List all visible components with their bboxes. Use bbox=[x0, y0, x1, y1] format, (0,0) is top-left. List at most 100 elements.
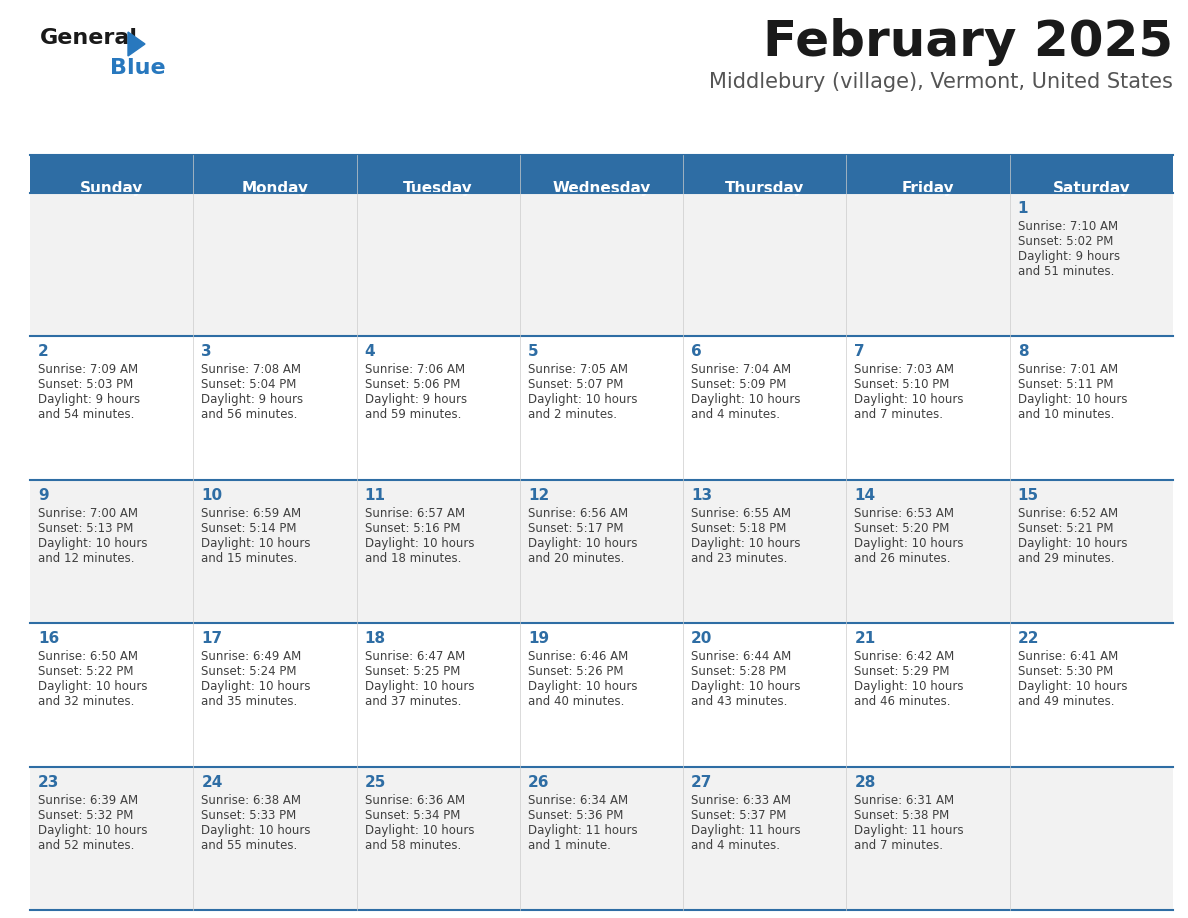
Text: Sunset: 5:33 PM: Sunset: 5:33 PM bbox=[201, 809, 297, 822]
Text: and 52 minutes.: and 52 minutes. bbox=[38, 839, 134, 852]
Bar bbox=[30, 336, 1173, 480]
Text: Daylight: 10 hours: Daylight: 10 hours bbox=[527, 394, 637, 407]
Text: Sunset: 5:28 PM: Sunset: 5:28 PM bbox=[691, 666, 786, 678]
Text: and 1 minute.: and 1 minute. bbox=[527, 839, 611, 852]
Text: February 2025: February 2025 bbox=[763, 18, 1173, 66]
Text: Daylight: 11 hours: Daylight: 11 hours bbox=[854, 823, 963, 836]
Text: Sunset: 5:21 PM: Sunset: 5:21 PM bbox=[1018, 521, 1113, 535]
Text: Sunset: 5:17 PM: Sunset: 5:17 PM bbox=[527, 521, 624, 535]
Text: Sunrise: 6:49 AM: Sunrise: 6:49 AM bbox=[201, 650, 302, 663]
Text: Daylight: 10 hours: Daylight: 10 hours bbox=[854, 680, 963, 693]
Text: Sunrise: 6:38 AM: Sunrise: 6:38 AM bbox=[201, 793, 302, 807]
Text: Sunrise: 6:59 AM: Sunrise: 6:59 AM bbox=[201, 507, 302, 520]
Text: 21: 21 bbox=[854, 632, 876, 646]
Text: 5: 5 bbox=[527, 344, 538, 360]
Text: 28: 28 bbox=[854, 775, 876, 789]
Text: and 35 minutes.: and 35 minutes. bbox=[201, 695, 297, 708]
Text: Daylight: 11 hours: Daylight: 11 hours bbox=[527, 823, 638, 836]
Text: Sunset: 5:29 PM: Sunset: 5:29 PM bbox=[854, 666, 950, 678]
Text: Blue: Blue bbox=[110, 58, 165, 78]
Text: Daylight: 10 hours: Daylight: 10 hours bbox=[1018, 394, 1127, 407]
Text: Daylight: 10 hours: Daylight: 10 hours bbox=[201, 537, 311, 550]
Text: Sunrise: 7:04 AM: Sunrise: 7:04 AM bbox=[691, 364, 791, 376]
Text: and 43 minutes.: and 43 minutes. bbox=[691, 695, 788, 708]
Text: Sunrise: 6:31 AM: Sunrise: 6:31 AM bbox=[854, 793, 954, 807]
Text: Sunrise: 6:50 AM: Sunrise: 6:50 AM bbox=[38, 650, 138, 663]
Text: Daylight: 10 hours: Daylight: 10 hours bbox=[691, 680, 801, 693]
Text: Sunrise: 6:47 AM: Sunrise: 6:47 AM bbox=[365, 650, 465, 663]
Text: Friday: Friday bbox=[902, 181, 954, 196]
Text: Daylight: 11 hours: Daylight: 11 hours bbox=[691, 823, 801, 836]
Text: Middlebury (village), Vermont, United States: Middlebury (village), Vermont, United St… bbox=[709, 72, 1173, 92]
Text: Sunrise: 6:44 AM: Sunrise: 6:44 AM bbox=[691, 650, 791, 663]
Text: Sunset: 5:37 PM: Sunset: 5:37 PM bbox=[691, 809, 786, 822]
Text: Thursday: Thursday bbox=[725, 181, 804, 196]
Text: Sunset: 5:07 PM: Sunset: 5:07 PM bbox=[527, 378, 624, 391]
Text: Sunrise: 6:42 AM: Sunrise: 6:42 AM bbox=[854, 650, 955, 663]
Text: and 49 minutes.: and 49 minutes. bbox=[1018, 695, 1114, 708]
Text: Sunrise: 6:46 AM: Sunrise: 6:46 AM bbox=[527, 650, 628, 663]
Bar bbox=[30, 623, 1173, 767]
Text: Daylight: 10 hours: Daylight: 10 hours bbox=[854, 394, 963, 407]
Bar bbox=[30, 193, 1173, 336]
Text: Daylight: 10 hours: Daylight: 10 hours bbox=[38, 537, 147, 550]
Text: 10: 10 bbox=[201, 487, 222, 503]
Text: and 7 minutes.: and 7 minutes. bbox=[854, 839, 943, 852]
Text: Daylight: 10 hours: Daylight: 10 hours bbox=[38, 680, 147, 693]
Text: Wednesday: Wednesday bbox=[552, 181, 651, 196]
Text: Tuesday: Tuesday bbox=[404, 181, 473, 196]
Text: and 55 minutes.: and 55 minutes. bbox=[201, 839, 297, 852]
Text: Sunrise: 7:01 AM: Sunrise: 7:01 AM bbox=[1018, 364, 1118, 376]
Text: and 10 minutes.: and 10 minutes. bbox=[1018, 409, 1114, 421]
Text: 23: 23 bbox=[38, 775, 59, 789]
Text: Sunset: 5:26 PM: Sunset: 5:26 PM bbox=[527, 666, 624, 678]
Text: Sunrise: 6:39 AM: Sunrise: 6:39 AM bbox=[38, 793, 138, 807]
Text: Daylight: 10 hours: Daylight: 10 hours bbox=[1018, 537, 1127, 550]
Text: Daylight: 10 hours: Daylight: 10 hours bbox=[527, 680, 637, 693]
Text: 3: 3 bbox=[201, 344, 211, 360]
Text: 16: 16 bbox=[38, 632, 59, 646]
Text: Sunrise: 7:08 AM: Sunrise: 7:08 AM bbox=[201, 364, 302, 376]
Text: Sunrise: 7:00 AM: Sunrise: 7:00 AM bbox=[38, 507, 138, 520]
Text: Sunrise: 6:52 AM: Sunrise: 6:52 AM bbox=[1018, 507, 1118, 520]
Text: and 12 minutes.: and 12 minutes. bbox=[38, 552, 134, 565]
Text: Sunrise: 7:10 AM: Sunrise: 7:10 AM bbox=[1018, 220, 1118, 233]
Text: Sunrise: 6:36 AM: Sunrise: 6:36 AM bbox=[365, 793, 465, 807]
Text: 9: 9 bbox=[38, 487, 49, 503]
Text: 1: 1 bbox=[1018, 201, 1029, 216]
Text: Sunset: 5:18 PM: Sunset: 5:18 PM bbox=[691, 521, 786, 535]
Text: and 18 minutes.: and 18 minutes. bbox=[365, 552, 461, 565]
Text: 26: 26 bbox=[527, 775, 549, 789]
Text: and 4 minutes.: and 4 minutes. bbox=[691, 839, 781, 852]
Text: Sunset: 5:30 PM: Sunset: 5:30 PM bbox=[1018, 666, 1113, 678]
Bar bbox=[30, 480, 1173, 623]
Text: Daylight: 10 hours: Daylight: 10 hours bbox=[365, 537, 474, 550]
Text: Daylight: 10 hours: Daylight: 10 hours bbox=[527, 537, 637, 550]
Text: 14: 14 bbox=[854, 487, 876, 503]
Text: Daylight: 10 hours: Daylight: 10 hours bbox=[365, 680, 474, 693]
Text: 7: 7 bbox=[854, 344, 865, 360]
Text: Sunrise: 7:03 AM: Sunrise: 7:03 AM bbox=[854, 364, 954, 376]
Text: Sunset: 5:22 PM: Sunset: 5:22 PM bbox=[38, 666, 133, 678]
Text: Daylight: 10 hours: Daylight: 10 hours bbox=[1018, 680, 1127, 693]
Text: General: General bbox=[40, 28, 138, 48]
Text: 20: 20 bbox=[691, 632, 713, 646]
Text: and 46 minutes.: and 46 minutes. bbox=[854, 695, 950, 708]
Text: and 29 minutes.: and 29 minutes. bbox=[1018, 552, 1114, 565]
Text: 27: 27 bbox=[691, 775, 713, 789]
Text: and 40 minutes.: and 40 minutes. bbox=[527, 695, 624, 708]
Text: 6: 6 bbox=[691, 344, 702, 360]
Polygon shape bbox=[128, 32, 145, 56]
Text: and 15 minutes.: and 15 minutes. bbox=[201, 552, 298, 565]
Text: Daylight: 10 hours: Daylight: 10 hours bbox=[691, 537, 801, 550]
Text: 11: 11 bbox=[365, 487, 386, 503]
Text: Daylight: 10 hours: Daylight: 10 hours bbox=[38, 823, 147, 836]
Text: Daylight: 9 hours: Daylight: 9 hours bbox=[38, 394, 140, 407]
Text: and 54 minutes.: and 54 minutes. bbox=[38, 409, 134, 421]
Text: 4: 4 bbox=[365, 344, 375, 360]
Text: Sunset: 5:02 PM: Sunset: 5:02 PM bbox=[1018, 235, 1113, 248]
Text: and 32 minutes.: and 32 minutes. bbox=[38, 695, 134, 708]
Text: 22: 22 bbox=[1018, 632, 1040, 646]
Text: and 26 minutes.: and 26 minutes. bbox=[854, 552, 950, 565]
Text: and 2 minutes.: and 2 minutes. bbox=[527, 409, 617, 421]
